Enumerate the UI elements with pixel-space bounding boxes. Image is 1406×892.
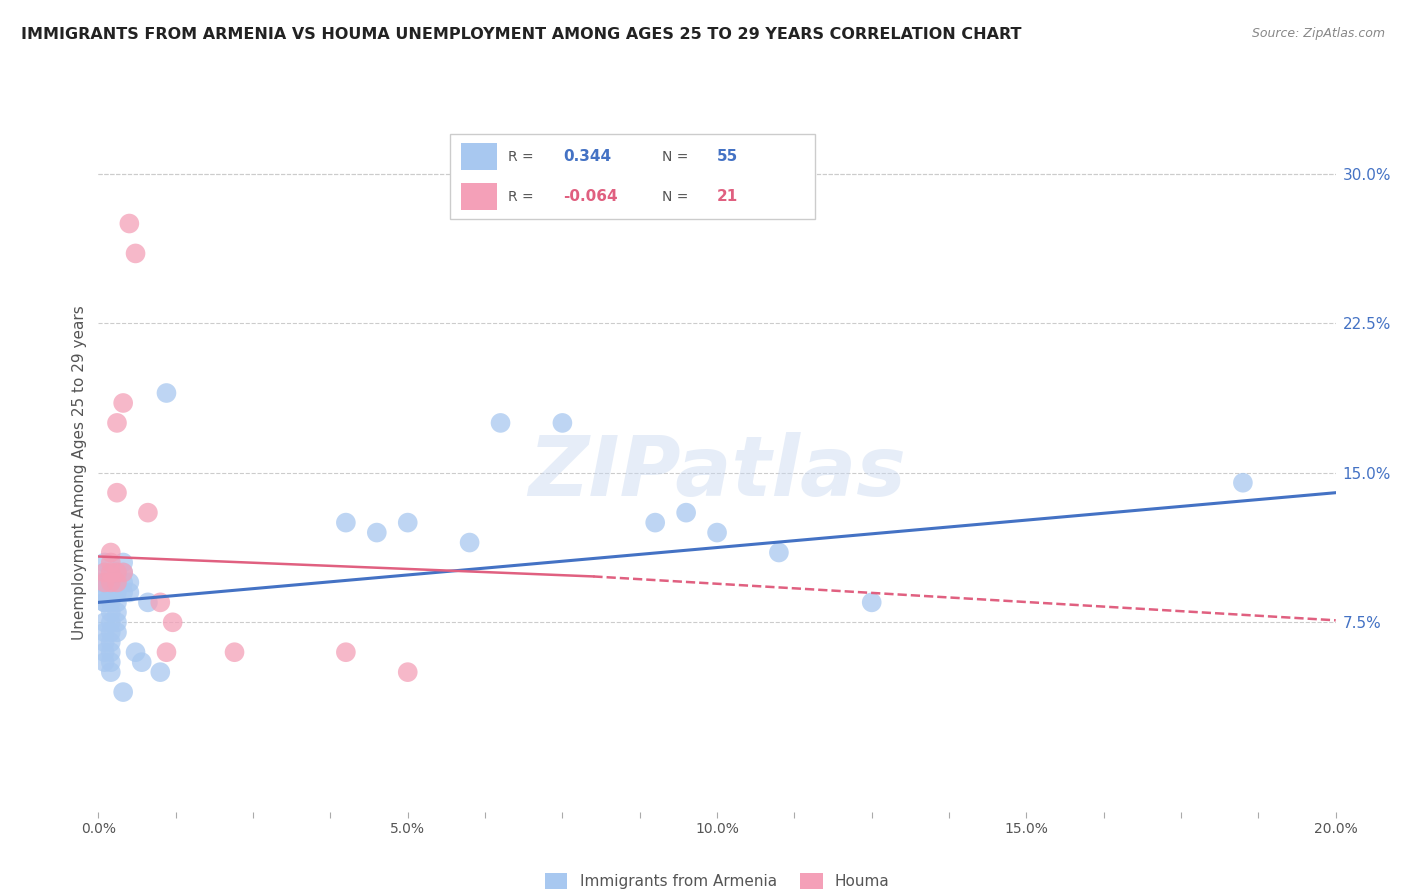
Point <box>136 506 159 520</box>
Point <box>112 566 135 580</box>
Point <box>105 615 128 630</box>
Point <box>118 585 141 599</box>
Point <box>335 645 357 659</box>
Point <box>136 595 159 609</box>
Point <box>366 525 388 540</box>
Point <box>93 575 115 590</box>
Text: IMMIGRANTS FROM ARMENIA VS HOUMA UNEMPLOYMENT AMONG AGES 25 TO 29 YEARS CORRELAT: IMMIGRANTS FROM ARMENIA VS HOUMA UNEMPLO… <box>21 27 1022 42</box>
Point <box>551 416 574 430</box>
Point <box>100 545 122 559</box>
Text: 55: 55 <box>717 149 738 164</box>
Point <box>105 585 128 599</box>
Point <box>112 585 135 599</box>
Point <box>149 595 172 609</box>
Point <box>100 566 122 580</box>
Point <box>100 556 122 570</box>
Point <box>155 645 177 659</box>
Point <box>100 585 122 599</box>
Point <box>162 615 184 630</box>
Text: Source: ZipAtlas.com: Source: ZipAtlas.com <box>1251 27 1385 40</box>
Point <box>100 595 122 609</box>
Point <box>100 615 122 630</box>
Point <box>131 655 153 669</box>
Text: N =: N = <box>662 189 689 203</box>
Point <box>93 595 115 609</box>
Point <box>112 685 135 699</box>
Point <box>105 485 128 500</box>
Point <box>105 605 128 619</box>
FancyBboxPatch shape <box>461 183 498 211</box>
Text: -0.064: -0.064 <box>564 189 617 204</box>
Point <box>100 605 122 619</box>
Point <box>112 556 135 570</box>
Point <box>100 655 122 669</box>
FancyBboxPatch shape <box>450 134 815 219</box>
Point <box>105 595 128 609</box>
FancyBboxPatch shape <box>461 143 498 170</box>
Point <box>105 416 128 430</box>
Point <box>100 625 122 640</box>
Point <box>224 645 246 659</box>
Point <box>93 615 115 630</box>
Point <box>644 516 666 530</box>
Point <box>93 575 115 590</box>
Text: 0.344: 0.344 <box>564 149 612 164</box>
Point <box>112 575 135 590</box>
Point <box>93 566 115 580</box>
Point <box>93 625 115 640</box>
Point <box>100 575 122 590</box>
Point <box>118 217 141 231</box>
Point <box>93 575 115 590</box>
Point <box>112 566 135 580</box>
Point <box>768 545 790 559</box>
Point <box>124 246 146 260</box>
Point <box>105 566 128 580</box>
Point <box>93 655 115 669</box>
Point <box>100 575 122 590</box>
Point <box>489 416 512 430</box>
Point <box>149 665 172 680</box>
Point <box>335 516 357 530</box>
Point <box>118 575 141 590</box>
Point <box>105 625 128 640</box>
Point <box>93 595 115 609</box>
Point <box>458 535 481 549</box>
Text: R =: R = <box>509 189 534 203</box>
Legend: Immigrants from Armenia, Houma: Immigrants from Armenia, Houma <box>538 867 896 892</box>
Point <box>87 575 110 590</box>
Point <box>105 575 128 590</box>
Point <box>860 595 883 609</box>
Y-axis label: Unemployment Among Ages 25 to 29 years: Unemployment Among Ages 25 to 29 years <box>72 305 87 640</box>
Point <box>93 585 115 599</box>
Point <box>105 566 128 580</box>
Text: N =: N = <box>662 150 689 163</box>
Point <box>93 566 115 580</box>
Point <box>112 396 135 410</box>
Text: 21: 21 <box>717 189 738 204</box>
Point <box>1232 475 1254 490</box>
Point <box>100 665 122 680</box>
Text: ZIPatlas: ZIPatlas <box>529 433 905 513</box>
Point <box>93 585 115 599</box>
Point <box>93 556 115 570</box>
Text: R =: R = <box>509 150 534 163</box>
Point <box>100 635 122 649</box>
Point <box>124 645 146 659</box>
Point <box>675 506 697 520</box>
Point <box>155 386 177 401</box>
Point <box>706 525 728 540</box>
Point <box>93 645 115 659</box>
Point <box>105 575 128 590</box>
Point <box>100 645 122 659</box>
Point <box>396 665 419 680</box>
Point <box>396 516 419 530</box>
Point <box>93 635 115 649</box>
